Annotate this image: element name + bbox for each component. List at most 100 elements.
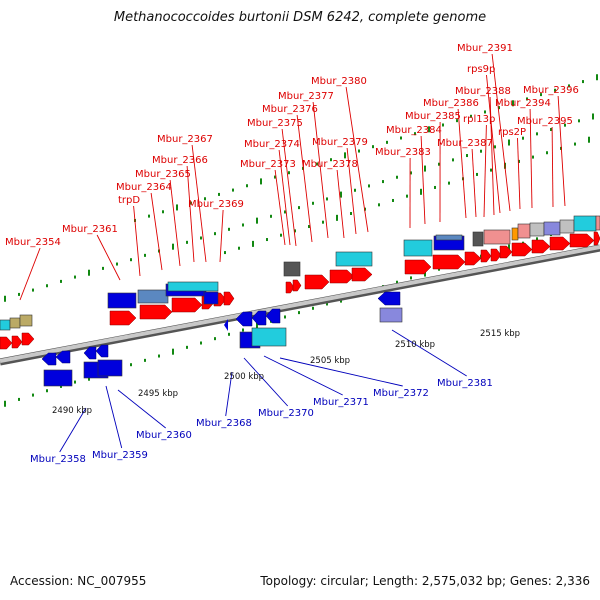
track-tick <box>190 201 192 205</box>
gene-box <box>403 239 433 257</box>
gene-label: Mbur_2395 <box>517 116 573 127</box>
gene-box <box>9 317 21 329</box>
cds-arrow-reverse <box>83 346 97 360</box>
track-tick <box>298 311 300 315</box>
label-leader <box>517 137 521 210</box>
gene-box <box>529 222 545 237</box>
label-leader <box>169 179 181 267</box>
gene-box <box>559 219 575 234</box>
track-tick <box>228 227 230 231</box>
track-tick <box>336 214 338 221</box>
track-tick <box>546 151 548 155</box>
track-tick <box>260 178 262 185</box>
track-tick <box>242 223 244 227</box>
label-leader <box>312 101 329 239</box>
gene-box <box>543 221 561 236</box>
track-tick <box>574 142 576 146</box>
track-tick <box>392 198 394 202</box>
gene-label: Mbur_2394 <box>495 98 551 109</box>
track-tick <box>266 238 268 242</box>
label-leader <box>59 407 87 453</box>
gene-label: Mbur_2354 <box>5 237 61 248</box>
label-leader <box>191 144 207 263</box>
gene-label: trpD <box>118 195 140 206</box>
track-tick <box>46 284 48 288</box>
track-tick <box>214 232 216 236</box>
track-tick <box>512 100 514 107</box>
cds-arrow-forward <box>292 279 302 292</box>
cds-arrow-forward <box>569 233 595 248</box>
track-tick <box>582 80 584 84</box>
gene-label: Mbur_2380 <box>311 76 367 87</box>
label-leader <box>279 357 403 387</box>
gene-label: Mbur_2383 <box>375 147 431 158</box>
gene-label: Mbur_2381 <box>437 378 493 389</box>
cds-arrow-forward <box>531 239 551 254</box>
track-tick <box>550 128 552 131</box>
gene-label: Mbur_2386 <box>423 98 479 109</box>
gene-box <box>335 251 373 267</box>
track-tick <box>158 354 160 358</box>
track-tick <box>490 168 492 172</box>
track-tick <box>102 266 104 270</box>
label-leader <box>491 53 511 212</box>
label-leader <box>551 126 554 208</box>
track-tick <box>172 243 174 250</box>
label-leader <box>19 247 41 301</box>
track-tick <box>330 158 332 162</box>
track-tick <box>280 233 282 237</box>
label-leader <box>296 114 313 243</box>
label-leader <box>486 74 501 214</box>
label-leader <box>281 128 297 247</box>
track-tick <box>368 184 370 188</box>
cds-arrow-forward <box>499 245 513 259</box>
gene-label: Mbur_2373 <box>240 159 296 170</box>
cds-arrow-forward <box>139 304 173 320</box>
track-tick <box>568 84 570 88</box>
cds-arrow-forward <box>21 332 35 346</box>
track-tick <box>536 237 538 241</box>
gene-label: Mbur_2361 <box>62 224 118 235</box>
track-tick <box>60 384 62 388</box>
label-leader <box>529 108 533 209</box>
track-tick <box>312 306 314 310</box>
track-tick <box>508 139 510 146</box>
track-tick <box>46 389 48 393</box>
ruler-tick-label: 2490 kbp <box>52 406 92 416</box>
label-leader <box>105 385 123 449</box>
track-tick <box>358 149 360 153</box>
track-tick <box>130 363 132 367</box>
cds-arrow-forward <box>511 242 533 257</box>
track-tick <box>470 114 472 118</box>
track-tick <box>162 210 164 214</box>
track-tick <box>410 276 412 280</box>
track-tick <box>354 188 356 192</box>
track-tick <box>340 191 342 198</box>
track-tick <box>144 358 146 362</box>
track-tick <box>284 210 286 214</box>
track-tick <box>172 348 174 355</box>
cds-arrow-reverse <box>377 291 401 306</box>
gene-label: Mbur_2366 <box>152 155 208 166</box>
cds-arrow-forward <box>549 236 571 251</box>
track-tick <box>592 113 594 120</box>
gene-label: Mbur_2391 <box>457 43 513 54</box>
track-tick <box>60 279 62 283</box>
track-tick <box>564 123 566 127</box>
gene-label: Mbur_2364 <box>116 182 172 193</box>
track-tick <box>232 188 234 192</box>
track-tick <box>410 171 412 175</box>
track-tick <box>294 229 296 233</box>
gene-label: Mbur_2376 <box>262 104 318 115</box>
cds-arrow-forward <box>329 269 355 284</box>
track-tick <box>414 132 416 136</box>
gene-box <box>283 261 301 277</box>
label-leader <box>219 209 224 263</box>
gene-label: Mbur_2374 <box>244 139 300 150</box>
label-leader <box>96 234 121 281</box>
track-tick <box>88 269 90 276</box>
gene-box <box>203 291 219 305</box>
track-tick <box>74 380 76 384</box>
label-leader <box>471 148 477 218</box>
ruler-tick-label: 2495 kbp <box>138 389 178 399</box>
